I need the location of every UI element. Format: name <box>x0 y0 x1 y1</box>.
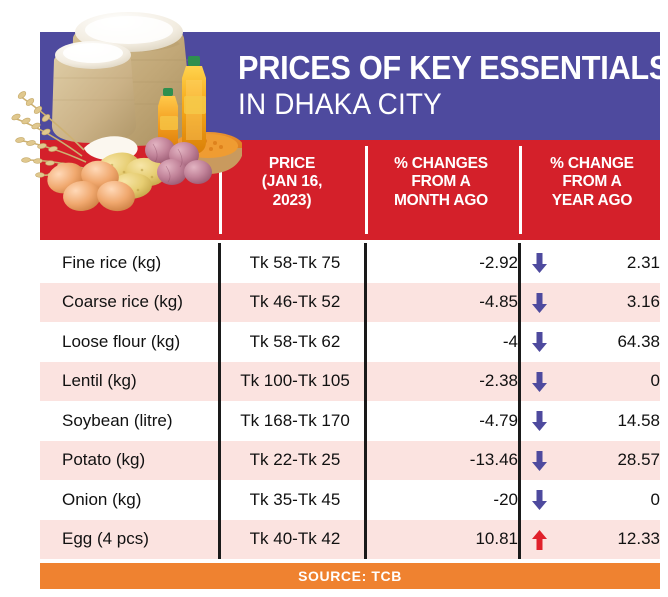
cell-month-value: -2.92 <box>479 252 518 272</box>
cell-price: Tk 58-Tk 75 <box>249 252 341 272</box>
table-row: Egg (4 pcs) Tk 40-Tk 42 10.81 12.33 <box>40 519 660 560</box>
table-row: Fine rice (kg) Tk 58-Tk 75 -2.92 2.31 <box>40 243 660 283</box>
cell-month-value: -13.46 <box>469 450 518 470</box>
arrow-down-icon <box>532 292 547 313</box>
header-divider-1 <box>219 146 222 234</box>
table-row: Lentil (kg) Tk 100-Tk 105 -2.38 0 <box>40 361 660 402</box>
header-divider-2 <box>365 146 368 234</box>
cell-month-value: -4.79 <box>479 410 518 430</box>
source-label: SOURCE: TCB <box>298 568 402 584</box>
cell-price: Tk 100-Tk 105 <box>240 371 350 391</box>
cell-year-value: 64.38 <box>617 331 660 351</box>
cell-year-value: 3.16 <box>626 292 660 312</box>
cell-year-value: 28.57 <box>617 450 660 470</box>
cell-item: Potato (kg) <box>62 450 146 470</box>
table-row: Onion (kg) Tk 35-Tk 45 -20 0 <box>40 480 660 520</box>
cell-year-change: 2.31 <box>522 243 668 283</box>
cell-month-change: 10.81 <box>370 520 560 560</box>
cell-item: Soybean (litre) <box>62 410 173 430</box>
arrow-down-icon <box>532 371 547 392</box>
cell-price: Tk 168-Tk 170 <box>240 410 350 430</box>
cell-year-change: 12.33 <box>522 520 668 560</box>
cell-item: Fine rice (kg) <box>62 252 162 272</box>
cell-month-change: -4.85 <box>370 283 560 323</box>
column-header-price: PRICE (JAN 16, 2023) <box>224 155 360 210</box>
cell-month-change: -4.79 <box>370 401 560 441</box>
source-footer: SOURCE: TCB <box>40 563 660 589</box>
table-divider-3 <box>518 243 521 559</box>
cell-price: Tk 35-Tk 45 <box>249 489 341 509</box>
title-main: PRICES OF KEY ESSENTIALS <box>238 48 668 86</box>
column-header-month-change: % CHANGES FROM A MONTH AGO <box>370 155 512 210</box>
table-row: Soybean (litre) Tk 168-Tk 170 -4.79 14.58 <box>40 401 660 441</box>
column-header-year-line2: FROM A <box>562 173 622 191</box>
arrow-down-icon <box>532 411 547 431</box>
cell-item: Loose flour (kg) <box>62 331 181 351</box>
page-title: PRICES OF KEY ESSENTIALS IN DHAKA CITY <box>238 34 668 138</box>
cell-month-value: 10.81 <box>475 529 518 549</box>
cell-month-value: -4 <box>502 331 518 351</box>
column-header-price-line2: (JAN 16, <box>261 173 323 191</box>
cell-year-value: 2.31 <box>626 252 660 272</box>
cell-year-change: 3.16 <box>522 283 668 323</box>
cell-year-change: 0 <box>522 362 668 402</box>
cell-month-change: -4 <box>370 322 560 362</box>
cell-price: Tk 22-Tk 25 <box>249 450 341 470</box>
column-header-year-line1: % CHANGE <box>550 155 634 172</box>
arrow-down-icon <box>532 253 547 273</box>
cell-year-value: 14.58 <box>617 410 660 430</box>
cell-month-value: -20 <box>493 489 518 509</box>
header-divider-3 <box>519 146 522 234</box>
cell-month-value: -2.38 <box>479 371 518 391</box>
column-header-year-line3: YEAR AGO <box>551 191 633 209</box>
table-divider-2 <box>364 243 367 559</box>
cell-year-change: 28.57 <box>522 441 668 481</box>
cell-price: Tk 46-Tk 52 <box>249 292 341 312</box>
cell-item: Egg (4 pcs) <box>62 529 149 549</box>
column-header-price-line1: PRICE <box>268 155 316 172</box>
cell-year-change: 64.38 <box>522 322 668 362</box>
arrow-down-icon <box>532 450 547 471</box>
cell-month-change: -20 <box>370 480 560 520</box>
title-subtitle: IN DHAKA CITY <box>238 88 442 122</box>
table-divider-1 <box>218 243 221 559</box>
column-header-month-line2: FROM A <box>411 173 471 191</box>
arrow-down-icon <box>532 490 547 510</box>
cell-price: Tk 58-Tk 62 <box>249 331 341 351</box>
cell-year-change: 0 <box>522 480 668 520</box>
column-header-year-change: % CHANGE FROM A YEAR AGO <box>524 155 660 210</box>
arrow-up-icon <box>532 529 547 550</box>
column-header-price-line3: 2023) <box>272 191 312 209</box>
column-header-month-line1: % CHANGES <box>394 155 488 172</box>
cell-item: Lentil (kg) <box>62 371 137 391</box>
cell-month-value: -4.85 <box>479 292 518 312</box>
table-row: Coarse rice (kg) Tk 46-Tk 52 -4.85 3.16 <box>40 282 660 323</box>
cell-month-change: -13.46 <box>370 441 560 481</box>
table-row: Loose flour (kg) Tk 58-Tk 62 -4 64.38 <box>40 322 660 362</box>
price-table: Fine rice (kg) Tk 58-Tk 75 -2.92 2.31 Coarse… <box>40 243 660 559</box>
cell-item: Coarse rice (kg) <box>62 292 183 312</box>
cell-year-change: 14.58 <box>522 401 668 441</box>
table-row: Potato (kg) Tk 22-Tk 25 -13.46 28.57 <box>40 440 660 481</box>
arrow-down-icon <box>532 332 547 352</box>
cell-item: Onion (kg) <box>62 489 142 509</box>
cell-year-value: 12.33 <box>617 529 660 549</box>
cell-month-change: -2.92 <box>370 243 560 283</box>
cell-month-change: -2.38 <box>370 362 560 402</box>
cell-year-value: 0 <box>650 489 660 509</box>
cell-price: Tk 40-Tk 42 <box>249 529 341 549</box>
cell-year-value: 0 <box>650 371 660 391</box>
column-header-month-line3: MONTH AGO <box>393 191 489 209</box>
